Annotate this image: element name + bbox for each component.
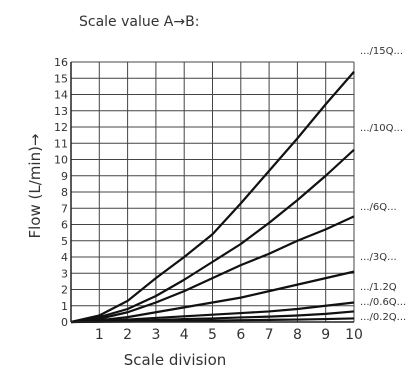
series-label: .../15Q... xyxy=(360,46,403,57)
y-tick-label: 3 xyxy=(61,267,68,280)
y-tick-label: 4 xyxy=(61,251,68,264)
x-tick-label: 10 xyxy=(345,327,363,343)
y-axis-label: Flow (L/min)→ xyxy=(26,134,44,239)
series-line xyxy=(70,148,355,324)
x-tick-label: 2 xyxy=(123,327,132,343)
scale-value-heading: Scale value A→B: xyxy=(79,14,199,30)
y-tick-label: 0 xyxy=(61,316,68,329)
x-tick-label: 3 xyxy=(151,327,160,343)
series-labels: .../15Q... .../10Q... .../6Q... .../3Q.....… xyxy=(360,46,406,323)
y-tick-label: 7 xyxy=(61,202,68,215)
x-tick-labels: 1 2 3 4 5 6 7 8 9 10 xyxy=(95,327,363,343)
series-line xyxy=(70,215,355,324)
x-tick-label: 7 xyxy=(265,327,274,343)
series-line xyxy=(70,270,355,324)
series-lines xyxy=(70,71,355,324)
axes xyxy=(70,62,354,323)
series-label: .../1.2Q xyxy=(360,282,397,293)
y-tick-label: 13 xyxy=(54,105,68,118)
series-line xyxy=(70,71,355,324)
y-tick-label: 16 xyxy=(54,56,68,69)
y-tick-label: 8 xyxy=(61,186,68,199)
y-tick-label: 2 xyxy=(61,284,68,297)
y-tick-label: 12 xyxy=(54,121,68,134)
x-tick-label: 8 xyxy=(293,327,302,343)
x-tick-label: 5 xyxy=(208,327,217,343)
series-label: .../6Q... xyxy=(360,202,397,213)
y-tick-label: 9 xyxy=(61,170,68,183)
x-tick-label: 9 xyxy=(321,327,330,343)
grid xyxy=(71,61,355,323)
y-tick-label: 6 xyxy=(61,219,68,232)
y-tick-label: 5 xyxy=(61,235,68,248)
y-tick-label: 14 xyxy=(54,89,68,102)
y-tick-label: 11 xyxy=(54,137,68,150)
x-tick-label: 1 xyxy=(95,327,104,343)
x-tick-label: 6 xyxy=(236,327,245,343)
series-label: .../0.6Q... xyxy=(360,297,406,308)
y-tick-label: 15 xyxy=(54,72,68,85)
series-label: .../0.2Q... xyxy=(360,312,406,323)
y-tick-label: 10 xyxy=(54,154,68,167)
y-tick-label: 1 xyxy=(61,300,68,313)
x-axis-label: Scale division xyxy=(124,351,227,369)
series-label: .../3Q... xyxy=(360,252,397,263)
x-tick-label: 4 xyxy=(180,327,189,343)
series-label: .../10Q... xyxy=(360,123,403,134)
